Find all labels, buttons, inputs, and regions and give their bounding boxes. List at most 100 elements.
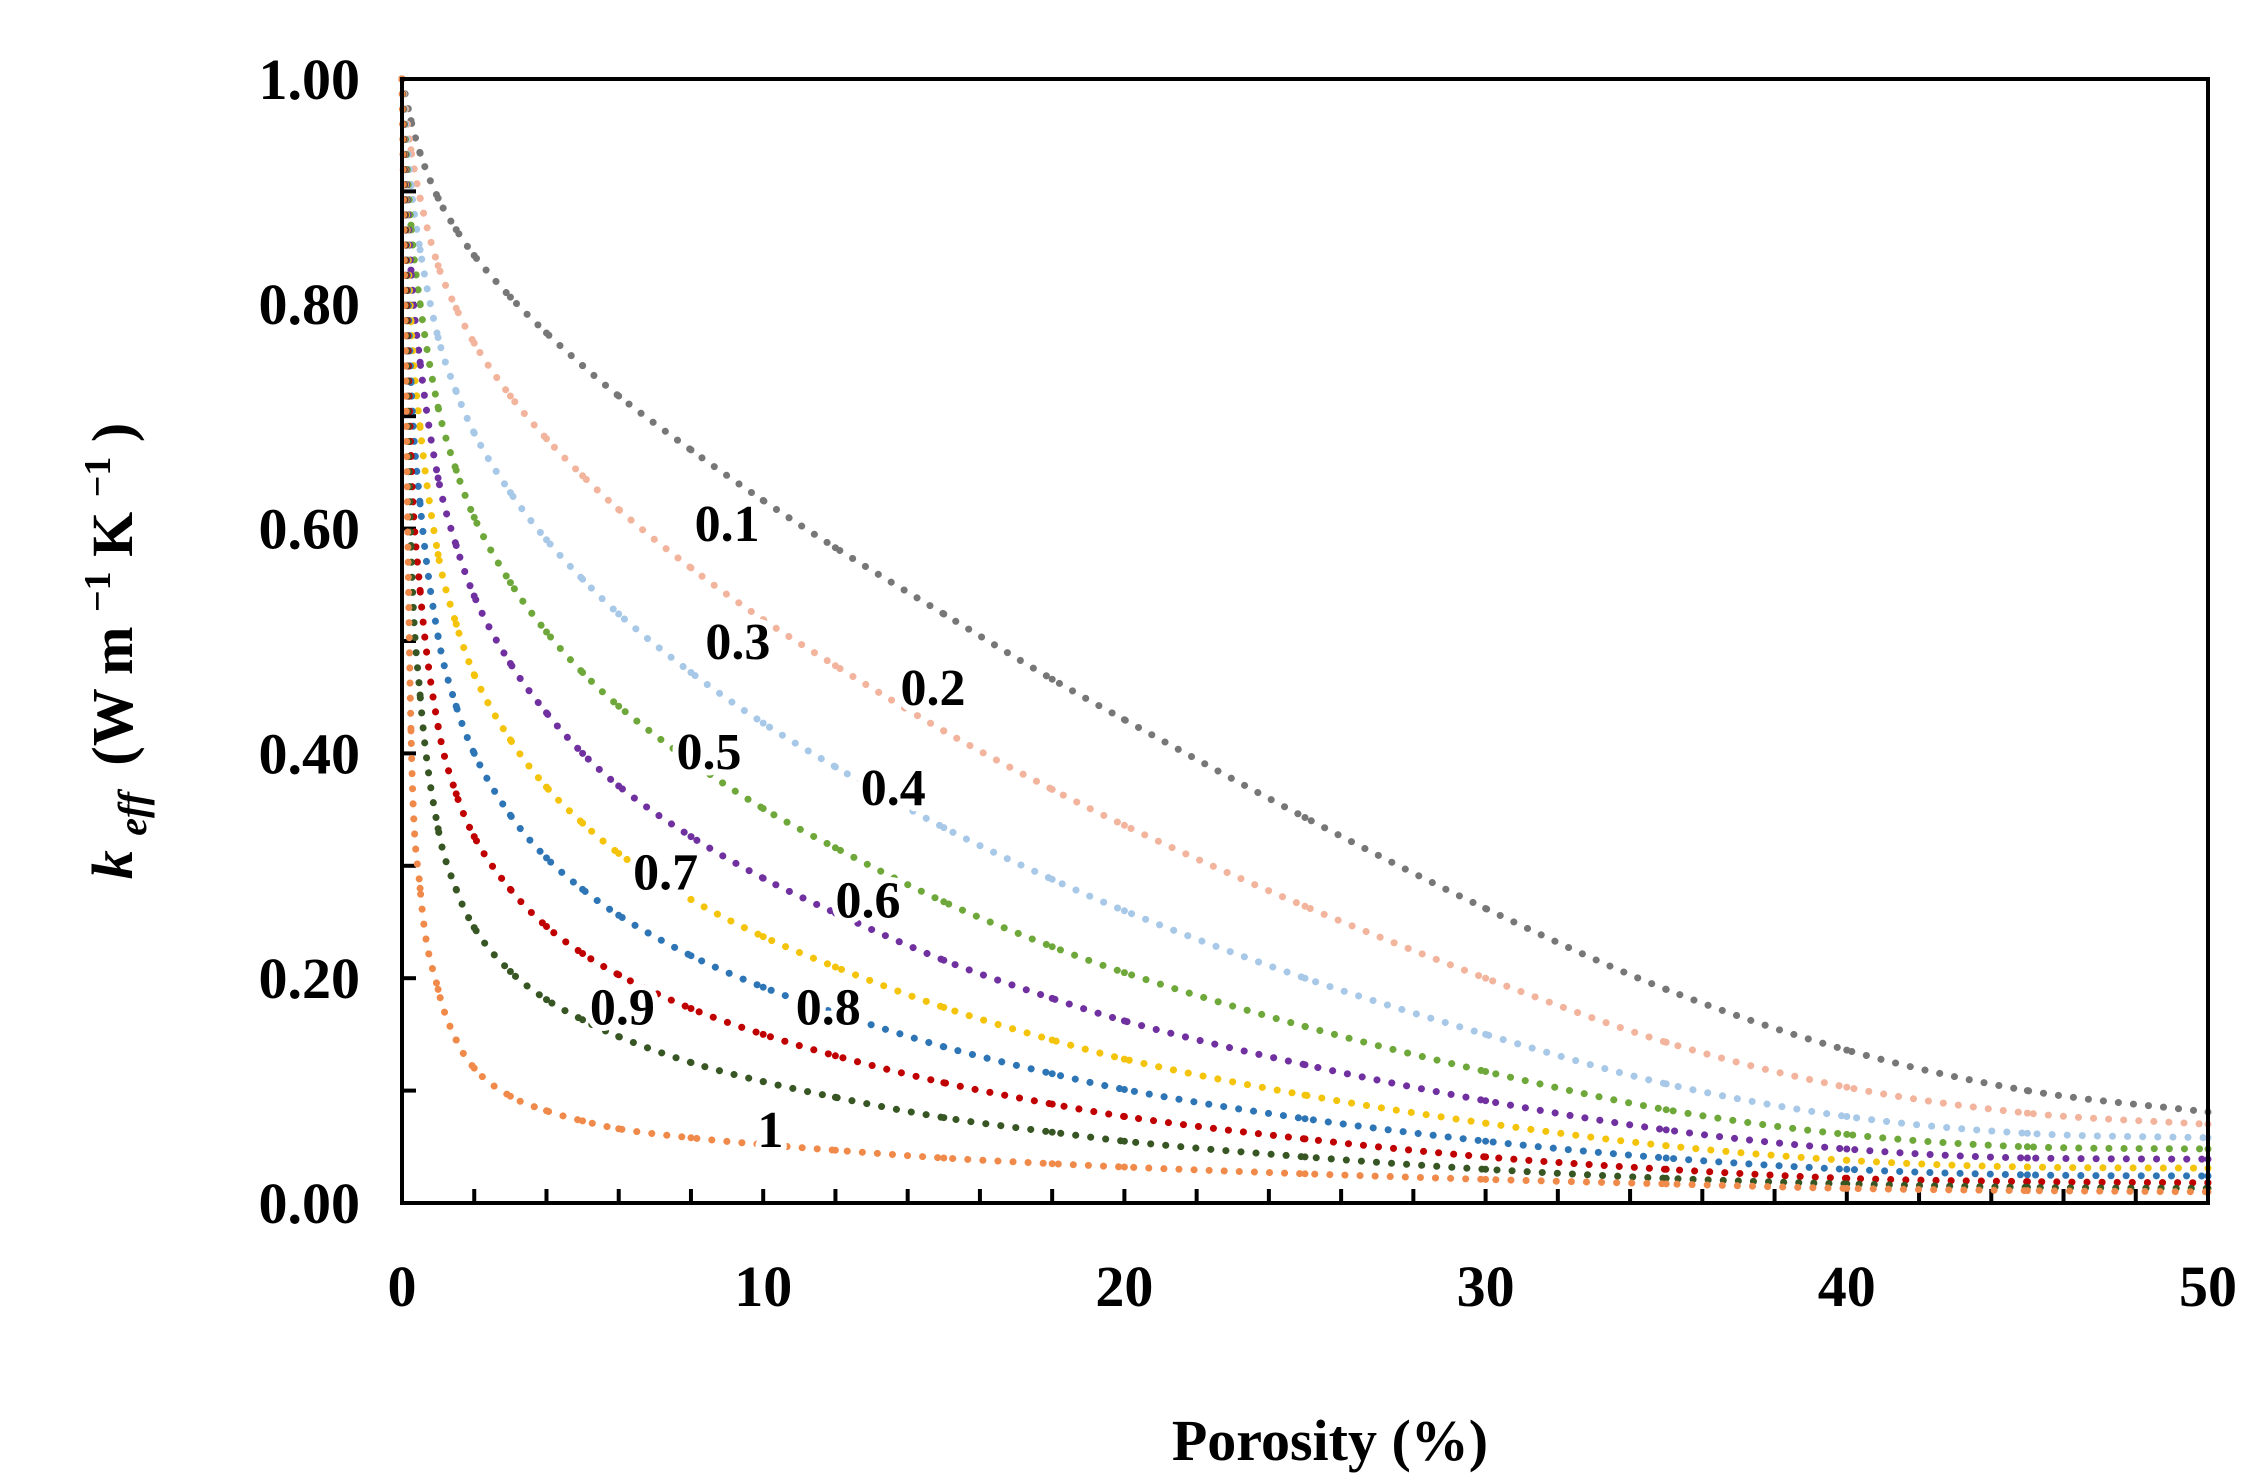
data-point-0-2 (1662, 1038, 1670, 1046)
data-point-0-9 (940, 1114, 948, 1122)
data-point-0-3 (452, 388, 460, 395)
data-point-0-7 (940, 1043, 948, 1051)
data-point-0-5 (2023, 1154, 2031, 1162)
data-point-0-5 (1048, 994, 1056, 1002)
series-line-0-4 (398, 75, 2212, 1153)
data-point-0-5 (940, 956, 948, 964)
data-point-1 (615, 1125, 623, 1133)
data-point-0-6 (687, 896, 695, 903)
y-axis-title-units-prefix: (W m (80, 627, 145, 766)
data-point-0-1 (831, 544, 839, 552)
data-point-1 (1301, 1170, 1309, 1178)
data-point-0-2 (434, 262, 442, 270)
data-point-0-3 (416, 246, 424, 254)
data-point-0-7 (1301, 1115, 1309, 1123)
series-line-0-1 (398, 75, 2212, 1116)
series-label-0-6: 0.6 (835, 873, 900, 930)
data-point-0-2 (759, 616, 767, 624)
data-point-0-1 (452, 226, 460, 234)
data-point-0-8 (687, 1005, 695, 1012)
series-label-0-2: 0.2 (900, 660, 965, 717)
series-label-0-7: 0.7 (633, 844, 698, 901)
data-point-0-7 (1843, 1165, 1851, 1173)
series-line-1 (398, 75, 2212, 1196)
data-point-0-7 (506, 811, 514, 819)
data-point-0-7 (579, 885, 587, 893)
data-point-0-8 (1301, 1135, 1309, 1143)
series-0-4 (398, 75, 2212, 1153)
data-point-0-3 (759, 719, 767, 727)
series-line-0-7 (398, 75, 2212, 1180)
data-point-0-6 (1662, 1142, 1670, 1150)
data-point-0-2 (615, 506, 623, 513)
data-point-0-3 (1120, 907, 1128, 915)
data-point-0-6 (543, 783, 550, 791)
data-point-0-5 (1301, 1061, 1309, 1069)
data-point-0-3 (1662, 1080, 1670, 1088)
data-point-0-1 (759, 497, 767, 504)
data-point-0-9 (1120, 1137, 1128, 1145)
data-point-0-8 (470, 833, 478, 841)
data-point-0-6 (1482, 1119, 1490, 1127)
data-point-0-5 (831, 909, 839, 917)
data-point-0-1 (2023, 1087, 2031, 1095)
data-point-0-2 (452, 304, 460, 312)
y-axis-title-exponent-2: −1 (77, 457, 119, 498)
data-point-0-7 (615, 911, 623, 919)
data-point-0-7 (759, 983, 767, 991)
series-0-7 (398, 75, 2212, 1180)
data-point-0-4 (759, 805, 767, 812)
data-point-0-2 (831, 662, 839, 670)
data-point-0-1 (615, 392, 623, 400)
data-point-0-5 (470, 592, 478, 600)
data-point-0-6 (2023, 1163, 2031, 1171)
data-point-1 (434, 985, 442, 993)
data-point-0-9 (831, 1093, 839, 1101)
data-point-0-6 (416, 423, 424, 431)
data-point-0-5 (579, 749, 587, 757)
series-label-0-9: 0.9 (590, 979, 655, 1036)
x-axis-title: Porosity (%) (1172, 1408, 1488, 1473)
series-line-0-8 (398, 75, 2212, 1187)
data-point-0-6 (579, 819, 587, 827)
data-point-0-5 (1482, 1097, 1490, 1105)
data-point-0-9 (1482, 1165, 1490, 1173)
data-point-0-9 (434, 825, 442, 833)
data-point-1 (543, 1107, 550, 1115)
data-point-1 (2023, 1187, 2031, 1195)
data-point-1 (416, 884, 424, 892)
data-point-0-8 (759, 1030, 767, 1038)
data-point-1 (940, 1154, 948, 1162)
data-point-0-9 (1662, 1174, 1670, 1182)
series-0-3 (398, 75, 2212, 1142)
data-point-0-6 (940, 1003, 948, 1011)
data-point-0-4 (1120, 969, 1128, 977)
y-tick-label-0-00: 0.00 (259, 1171, 361, 1236)
data-point-1 (579, 1117, 587, 1125)
data-point-0-6 (1048, 1036, 1056, 1044)
x-tick-label-50: 50 (2179, 1254, 2237, 1319)
data-point-0-8 (506, 885, 514, 893)
data-point-0-9 (506, 968, 514, 975)
y-axis-title-symbol: k (80, 850, 145, 879)
y-axis-title: k eff (W m −1 K −1 ) (58, 423, 159, 880)
data-point-0-9 (543, 996, 550, 1004)
data-point-0-3 (1843, 1113, 1851, 1120)
data-point-0-4 (434, 403, 442, 411)
y-tick-label-0-20: 0.20 (259, 946, 361, 1011)
data-point-0-7 (2023, 1171, 2031, 1179)
y-axis-title-subscript: eff (110, 788, 155, 835)
data-point-0-9 (759, 1078, 767, 1086)
data-point-0-5 (543, 709, 550, 717)
data-point-0-3 (434, 334, 442, 341)
data-point-1 (759, 1141, 767, 1149)
data-point-0-2 (1301, 902, 1309, 910)
data-point-0-5 (416, 358, 424, 366)
series-0-2 (398, 75, 2212, 1128)
data-point-0-4 (687, 757, 695, 765)
data-point-0-8 (1048, 1100, 1056, 1108)
data-point-0-3 (2023, 1129, 2031, 1137)
data-point-0-5 (759, 874, 767, 882)
data-point-0-4 (940, 898, 948, 906)
